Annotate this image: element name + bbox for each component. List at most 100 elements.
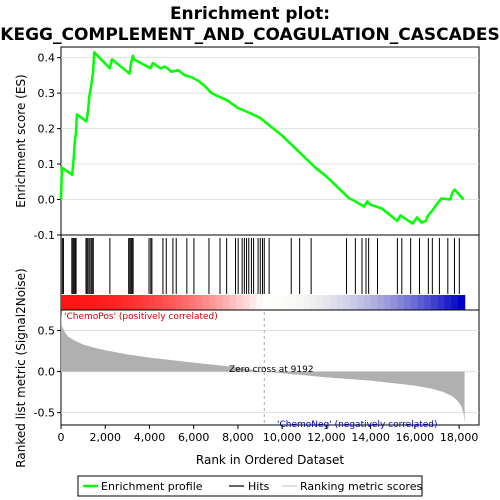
heat-bar-segment	[195, 295, 203, 310]
heat-bar-segment	[202, 295, 210, 310]
legend-label-ranking: Ranking metric scores	[300, 480, 422, 493]
heat-bar-segment	[444, 295, 452, 310]
heat-bar-segment	[262, 295, 271, 310]
heat-bar-segment	[114, 295, 123, 310]
heat-bar-segment	[370, 295, 378, 310]
rank-xtick-label: 10,000	[263, 431, 302, 444]
es-ytick-label: 0.1	[38, 158, 56, 171]
enrichment-profile-line	[59, 51, 465, 225]
rank-xlabel: Rank in Ordered Dataset	[196, 453, 344, 467]
legend-box	[77, 475, 423, 497]
es-ytick-label: -0.1	[34, 229, 55, 242]
heat-bar-segment	[74, 295, 82, 310]
heat-bar-segment	[61, 295, 69, 310]
es-y-ticks: -0.1 0.0 0.1 0.2 0.3 0.4	[34, 52, 61, 242]
rank-xtick-label: 12,000	[307, 431, 346, 444]
heat-bar-segment	[457, 295, 466, 310]
heat-bar-segment	[87, 295, 96, 310]
es-ytick-label: 0.4	[38, 52, 56, 65]
heat-bar-segment	[289, 295, 298, 310]
zero-cross-label: Zero cross at 9192	[229, 365, 314, 375]
heat-bar-segment	[336, 295, 345, 310]
heat-bar-segment	[67, 295, 76, 310]
heat-bar-segment	[316, 295, 324, 310]
es-ytick-label: 0.0	[38, 194, 56, 207]
hit-marks	[61, 238, 460, 294]
rank-xtick-label: 14,000	[351, 431, 390, 444]
ranking-metric-area	[61, 312, 465, 423]
rank-xtick-label: 6,000	[178, 431, 210, 444]
heat-bar-segment	[222, 295, 230, 310]
rank-xtick-label: 18,000	[440, 431, 479, 444]
heat-bar-segment	[235, 295, 244, 310]
heat-bar-segment	[141, 295, 150, 310]
rank-xtick-label: 4,000	[134, 431, 166, 444]
heat-bar-segment	[155, 295, 163, 310]
hits-panel	[60, 234, 480, 311]
heat-bar-segment	[410, 295, 419, 310]
heat-bar-segment	[94, 295, 102, 310]
heat-bar-segment	[451, 295, 459, 310]
heat-bar-segment	[303, 295, 311, 310]
heat-bar-segment	[397, 295, 405, 310]
heat-bar-segment	[282, 295, 291, 310]
legend: Enrichment profile Hits Ranking metric s…	[77, 475, 423, 497]
es-ylabel: Enrichment score (ES)	[14, 74, 28, 207]
rank-y-ticks: -0.5 0.0 0.5	[34, 325, 61, 420]
heat-bar-segment	[175, 295, 183, 310]
es-ytick-label: 0.3	[38, 87, 56, 100]
heat-bar-segment	[437, 295, 446, 310]
heat-bar-segment	[188, 295, 197, 310]
heat-bar-segment	[330, 295, 338, 310]
heat-bar-segment	[215, 295, 224, 310]
neg-correlated-label: 'ChemoNeg' (negatively correlated)	[277, 420, 438, 430]
rank-x-ticks: 0 2,000 4,000 6,000 8,000 10,000 12,000 14,000 1…	[58, 425, 479, 444]
rank-ylabel: Ranked list metric (Signal2Noise)	[14, 268, 28, 467]
rank-xtick-label: 2,000	[89, 431, 121, 444]
heat-bar-segment	[101, 295, 109, 310]
heat-bar-segment	[128, 295, 136, 310]
heat-bar-segment	[249, 295, 257, 310]
rank-panel: -0.5 0.0 0.5 0 2,000 4,000 6,000 8,000 10,000 12…	[14, 268, 480, 468]
es-plot-frame	[60, 46, 480, 236]
pos-correlated-label: 'ChemoPos' (positively correlated)	[64, 312, 218, 322]
rank-xtick-label: 16,000	[396, 431, 435, 444]
heat-bar-segment	[256, 295, 264, 310]
heat-bar-segment	[356, 295, 365, 310]
heat-bar-segment	[323, 295, 331, 310]
heat-bar-segment	[148, 295, 156, 310]
heat-bar-segment	[343, 295, 351, 310]
heat-bar-segment	[404, 295, 412, 310]
heat-bar-segment	[430, 295, 439, 310]
heat-bar-segment	[81, 295, 89, 310]
es-ytick-label: 0.2	[38, 123, 56, 136]
plot-title-line1: Enrichment plot:	[170, 4, 330, 24]
heat-bar-segment	[108, 295, 116, 310]
legend-label-profile: Enrichment profile	[101, 480, 203, 493]
ranking-heat-bar	[61, 295, 466, 310]
legend-label-hits: Hits	[248, 480, 270, 493]
heat-bar-segment	[309, 295, 318, 310]
rank-xtick-label: 0	[58, 431, 65, 444]
heat-bar-segment	[161, 295, 170, 310]
heat-bar-segment	[135, 295, 143, 310]
heat-bar-segment	[242, 295, 250, 310]
heat-bar-segment	[209, 295, 217, 310]
heat-bar-segment	[269, 295, 277, 310]
heat-bar-segment	[377, 295, 385, 310]
es-panel: -0.1 0.0 0.1 0.2 0.3 0.4 Enrichment score (ES…	[14, 46, 480, 242]
rank-ytick-label: 0.5	[38, 325, 56, 338]
heat-bar-segment	[363, 295, 372, 310]
rank-xtick-label: 8,000	[222, 431, 254, 444]
heat-bar-segment	[276, 295, 284, 310]
heat-bar-segment	[229, 295, 237, 310]
heat-bar-segment	[182, 295, 190, 310]
heat-bar-segment	[424, 295, 432, 310]
heat-bar-segment	[383, 295, 392, 310]
heat-bar-segment	[296, 295, 304, 310]
heat-bar-segment	[121, 295, 129, 310]
heat-bar-segment	[390, 295, 398, 310]
heat-bar-segment	[168, 295, 176, 310]
